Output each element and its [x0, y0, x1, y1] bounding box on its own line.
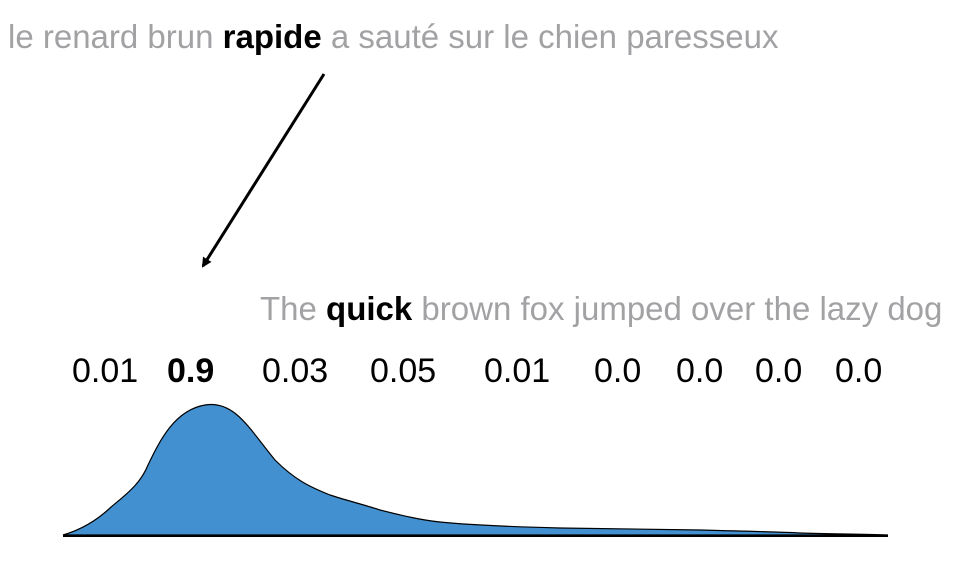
distribution-curve	[62, 403, 889, 536]
target-highlight-word: quick	[326, 290, 413, 327]
source-text-after: a sauté sur le chien paresseux	[330, 18, 779, 55]
score-value: 0.01	[72, 352, 139, 390]
source-highlight-word: rapide	[222, 18, 322, 55]
target-text-before: The	[260, 290, 317, 327]
score-value: 0.0	[835, 352, 883, 390]
score-value: 0.0	[676, 352, 724, 390]
score-value: 0.0	[755, 352, 803, 390]
target-sentence: The quick brown fox jumped over the lazy…	[260, 290, 942, 328]
score-value: 0.01	[484, 352, 551, 390]
score-value: 0.0	[594, 352, 642, 390]
target-text-after: brown fox jumped over the lazy dog	[421, 290, 943, 327]
alignment-arrow	[201, 73, 326, 268]
score-value: 0.05	[370, 352, 437, 390]
score-value-highlight: 0.9	[167, 352, 215, 390]
score-row: 0.01 0.9 0.03 0.05 0.01 0.0 0.0 0.0 0.0	[0, 352, 954, 392]
source-sentence: le renard brun rapide a sauté sur le chi…	[8, 18, 778, 56]
source-text-before: le renard brun	[8, 18, 214, 55]
score-value: 0.03	[262, 352, 329, 390]
